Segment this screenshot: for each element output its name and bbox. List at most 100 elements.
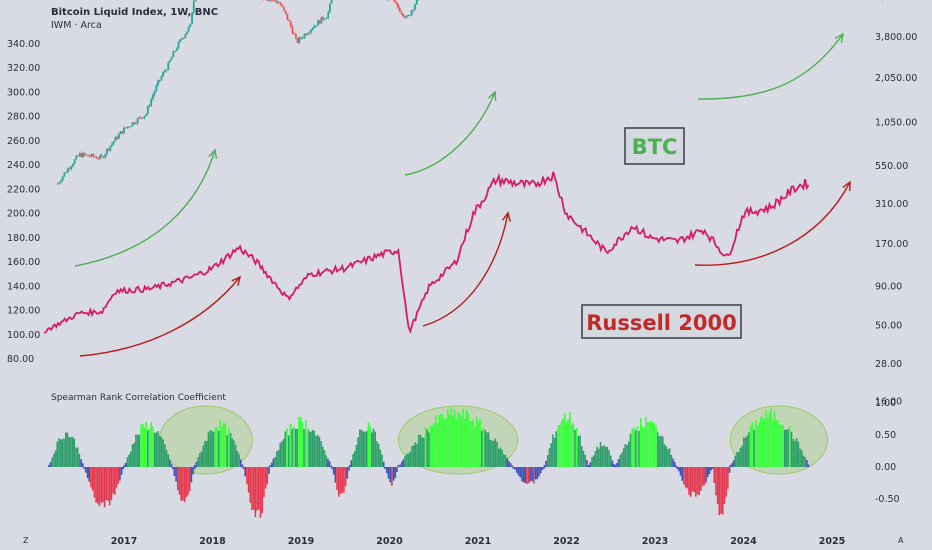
correlation-bar-328 xyxy=(594,451,597,467)
trend-arrow-0 xyxy=(74,148,218,267)
spearman-title: Spearman Rank Correlation Coefficient xyxy=(51,393,226,403)
correlation-bar-228 xyxy=(428,432,430,467)
correlation-bar-144 xyxy=(287,435,290,467)
correlation-bar-28 xyxy=(95,467,97,503)
correlation-bar-375 xyxy=(673,461,676,467)
correlation-bar-448 xyxy=(795,437,798,467)
correlation-bar-52 xyxy=(135,434,137,467)
correlation-bar-440 xyxy=(782,425,784,467)
correlation-bar-31 xyxy=(100,467,102,503)
btc-candle-123 xyxy=(266,0,268,1)
correlation-bar-98 xyxy=(211,430,213,467)
correlation-bar-358 xyxy=(645,416,647,467)
correlation-bar-339 xyxy=(613,464,615,467)
correlation-bar-200 xyxy=(381,454,383,467)
correlation-bar-13 xyxy=(70,437,72,467)
correlation-bar-352 xyxy=(634,430,637,467)
correlation-bar-216 xyxy=(407,453,410,467)
correlation-bar-16 xyxy=(75,447,77,467)
btc-candle-57 xyxy=(153,90,156,97)
correlation-bar-262 xyxy=(486,432,488,467)
correlation-bar-370 xyxy=(665,446,668,467)
correlation-bar-364 xyxy=(655,425,657,467)
time-axis-tick-6: 2023 xyxy=(642,536,668,547)
btc-candle-154 xyxy=(318,19,321,25)
correlation-bar-112 xyxy=(234,444,237,467)
correlation-bar-34 xyxy=(105,467,108,501)
correlation-bar-331 xyxy=(599,441,602,467)
correlation-bar-140 xyxy=(281,441,283,467)
correlation-bar-280 xyxy=(516,467,518,473)
correlation-bar-69 xyxy=(164,444,166,467)
btc-candle-29 xyxy=(106,148,108,157)
correlation-bar-303 xyxy=(553,437,556,467)
left-axis-tick-7: 200.00 xyxy=(7,209,40,220)
btc-candle-206 xyxy=(407,14,410,17)
russell-note: Russell 2000 xyxy=(581,304,742,339)
time-axis-tick-3: 2020 xyxy=(376,536,403,547)
btc-candle-40 xyxy=(124,127,127,129)
correlation-bar-74 xyxy=(171,467,174,469)
correlation-bar-108 xyxy=(228,428,230,467)
correlation-bar-99 xyxy=(212,431,215,467)
correlation-bar-234 xyxy=(438,415,440,467)
right-axis-tick-11: 310.00 xyxy=(875,199,908,210)
correlation-bar-417 xyxy=(743,437,745,467)
btc-candle-22 xyxy=(94,155,96,158)
correlation-bar-361 xyxy=(650,420,652,467)
correlation-bar-349 xyxy=(629,433,632,467)
correlation-bar-55 xyxy=(140,424,142,467)
btc-candle-202 xyxy=(400,10,403,15)
correlation-bar-326 xyxy=(591,457,593,467)
correlation-bar-249 xyxy=(463,418,466,467)
btc-candle-52 xyxy=(145,113,148,118)
btc-candle-129 xyxy=(276,0,279,4)
btc-candle-142 xyxy=(298,36,301,45)
correlation-bar-158 xyxy=(311,429,314,467)
btc-candle-137 xyxy=(289,20,292,28)
correlation-bar-63 xyxy=(153,432,156,467)
correlation-bar-409 xyxy=(729,465,732,467)
correlation-bar-383 xyxy=(686,467,689,489)
btc-candle-71 xyxy=(177,40,180,50)
btc-candle-14 xyxy=(80,151,83,158)
correlation-bar-213 xyxy=(402,459,405,467)
correlation-bar-282 xyxy=(519,467,522,478)
correlation-bar-286 xyxy=(526,467,528,485)
correlation-bar-139 xyxy=(279,442,282,467)
correlation-bar-345 xyxy=(622,448,625,467)
correlation-bar-374 xyxy=(672,458,674,467)
right-axis-tick-8: 2,050.00 xyxy=(875,73,917,84)
correlation-bar-254 xyxy=(472,419,475,467)
time-axis-tick-5: 2022 xyxy=(553,536,579,547)
btc-candle-149 xyxy=(310,28,313,35)
correlation-bar-115 xyxy=(239,459,242,467)
correlation-bar-385 xyxy=(689,467,692,497)
btc-candle-140 xyxy=(294,32,297,40)
correlation-bar-159 xyxy=(313,430,316,467)
correlation-bar-27 xyxy=(93,467,96,498)
correlation-bar-164 xyxy=(321,446,324,467)
correlation-bar-305 xyxy=(557,425,559,467)
btc-candle-34 xyxy=(114,136,117,142)
russell-2000-line xyxy=(43,171,810,334)
correlation-bar-123 xyxy=(252,467,255,510)
correlation-bar-350 xyxy=(631,428,633,467)
correlation-bar-381 xyxy=(683,467,685,485)
correlation-bar-389 xyxy=(696,467,699,495)
correlation-bar-233 xyxy=(436,422,439,467)
correlation-bar-306 xyxy=(558,424,561,467)
correlation-bar-203 xyxy=(385,467,388,474)
correlation-bar-397 xyxy=(710,467,712,471)
correlation-bar-333 xyxy=(603,445,605,467)
btc-candle-207 xyxy=(409,14,411,17)
correlation-bar-453 xyxy=(804,456,806,467)
correlation-bar-444 xyxy=(788,426,791,467)
correlation-bar-240 xyxy=(448,414,451,467)
correlation-bar-196 xyxy=(374,431,377,467)
correlation-bar-285 xyxy=(524,467,527,483)
btc-candle-38 xyxy=(121,131,124,135)
correlation-bar-236 xyxy=(441,414,444,467)
trend-arrow-3 xyxy=(79,275,242,357)
correlation-bar-49 xyxy=(130,451,132,467)
